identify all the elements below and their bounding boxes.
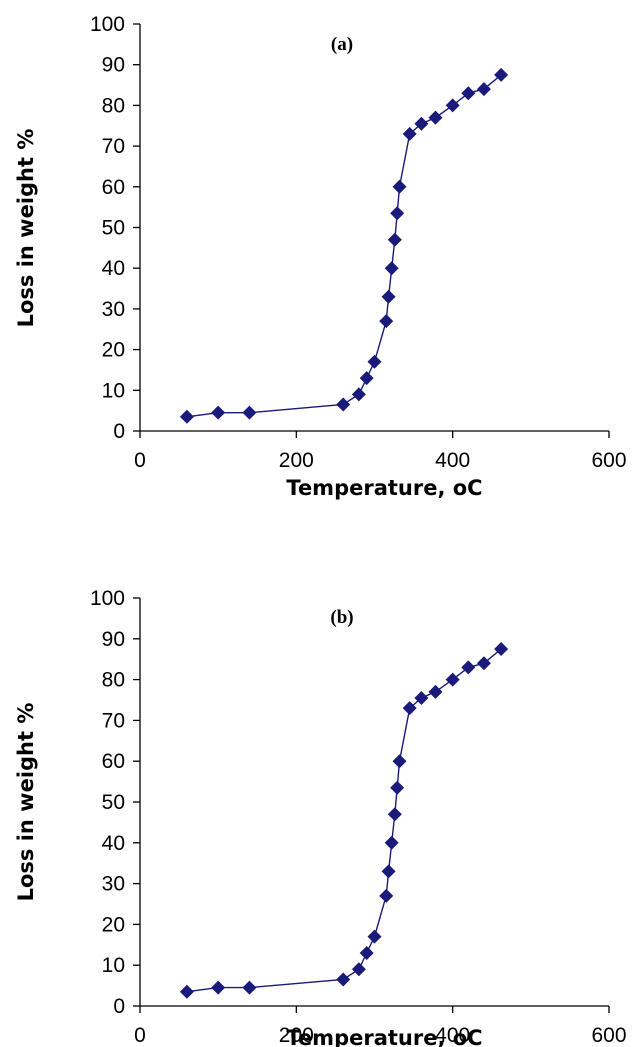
x-tick-label: 200	[279, 1024, 314, 1047]
y-tick-label: 20	[102, 913, 125, 936]
data-point-diamond	[381, 289, 396, 304]
data-point-diamond	[402, 701, 417, 716]
y-tick-label: 60	[102, 176, 125, 199]
y-tick-label: 0	[113, 420, 125, 443]
data-point-diamond	[445, 98, 460, 113]
chart-panel-1: 0 10 20 30 40 50 60 70 80 90 100 0 200 400 600 Temperat…	[14, 13, 627, 500]
y-axis-title: Loss in weight %	[14, 129, 38, 328]
panel-label: (b)	[330, 607, 353, 628]
data-point-diamond	[461, 86, 476, 101]
series-line	[186, 648, 502, 993]
data-point-diamond	[392, 179, 407, 194]
data-point-diamond	[494, 67, 509, 82]
chart-panel-2: 0 10 20 30 40 50 60 70 80 90 100 0 200 400 600 Temperat…	[14, 587, 627, 1047]
y-tick-label: 80	[102, 669, 125, 692]
data-point-diamond	[402, 126, 417, 141]
data-point-diamond	[390, 780, 405, 795]
data-point-diamond	[367, 929, 382, 944]
data-point-diamond	[387, 807, 402, 822]
data-point-diamond	[359, 371, 374, 386]
y-tick-label: 70	[102, 135, 125, 158]
y-tick-label: 0	[113, 995, 125, 1018]
series-line	[186, 74, 502, 418]
y-tick-label: 100	[90, 587, 125, 610]
y-tick-label: 90	[102, 54, 125, 77]
y-tick-label: 90	[102, 628, 125, 651]
data-point-diamond	[381, 864, 396, 879]
y-tick-label: 40	[102, 257, 125, 280]
panel-label: (a)	[331, 34, 353, 55]
y-tick-label: 100	[90, 13, 125, 36]
y-tick-label: 20	[102, 339, 125, 362]
y-tick-label: 50	[102, 791, 125, 814]
x-tick-label: 600	[591, 449, 626, 472]
data-point-diamond	[390, 206, 405, 221]
y-tick-label: 10	[102, 379, 125, 402]
data-point-diamond	[387, 232, 402, 247]
data-point-diamond	[351, 387, 366, 402]
data-point-diamond	[351, 962, 366, 977]
data-point-diamond	[336, 972, 351, 987]
data-point-diamond	[428, 684, 443, 699]
x-tick-label: 400	[435, 449, 470, 472]
data-point-diamond	[211, 980, 226, 995]
data-point-diamond	[384, 261, 399, 276]
data-point-diamond	[359, 945, 374, 960]
data-point-diamond	[179, 409, 194, 424]
data-point-diamond	[476, 82, 491, 97]
data-point-diamond	[384, 835, 399, 850]
data-point-diamond	[179, 984, 194, 999]
data-point-diamond	[461, 660, 476, 675]
data-point-diamond	[242, 980, 257, 995]
data-point-diamond	[445, 672, 460, 687]
data-point-diamond	[379, 888, 394, 903]
data-point-diamond	[428, 110, 443, 125]
data-point-diamond	[414, 690, 429, 705]
y-tick-label: 30	[102, 298, 125, 321]
y-tick-label: 30	[102, 873, 125, 896]
data-point-diamond	[336, 397, 351, 412]
data-point-diamond	[476, 656, 491, 671]
data-point-diamond	[367, 354, 382, 369]
y-tick-label: 50	[102, 217, 125, 240]
y-tick-label: 10	[102, 954, 125, 977]
data-point-diamond	[242, 405, 257, 420]
x-axis-title: Temperature, oC	[286, 1026, 482, 1047]
y-tick-label: 80	[102, 94, 125, 117]
x-axis-title: Temperature, oC	[286, 476, 482, 500]
y-tick-label: 40	[102, 832, 125, 855]
x-tick-label: 600	[591, 1024, 626, 1047]
x-tick-label: 0	[134, 449, 146, 472]
data-point-diamond	[392, 754, 407, 769]
data-point-diamond	[494, 642, 509, 656]
y-tick-label: 60	[102, 750, 125, 773]
x-tick-label: 200	[279, 449, 314, 472]
x-tick-label: 0	[134, 1024, 146, 1047]
x-tick-label: 400	[435, 1024, 470, 1047]
data-point-diamond	[414, 116, 429, 131]
data-point-diamond	[211, 405, 226, 420]
data-point-diamond	[379, 314, 394, 329]
y-tick-label: 70	[102, 709, 125, 732]
y-axis-title: Loss in weight %	[14, 703, 38, 902]
